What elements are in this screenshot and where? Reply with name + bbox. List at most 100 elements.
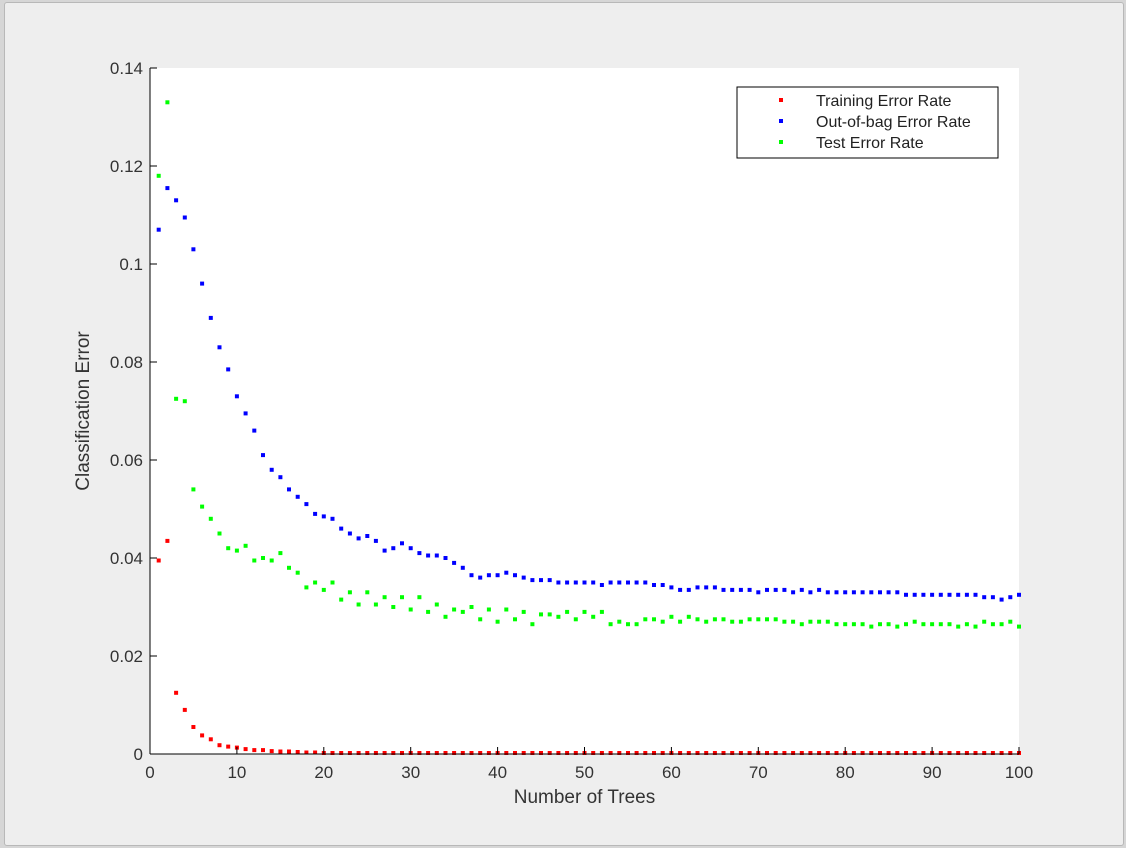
legend-marker-series-2 [779,140,783,144]
x-tick-label: 70 [749,763,768,782]
y-axis-title: Classification Error [73,331,94,491]
data-point-series-0 [634,751,639,755]
data-point-series-0 [695,751,700,755]
data-point-series-1 [791,590,796,595]
legend-marker-series-0 [779,98,783,102]
data-point-series-0 [860,751,865,755]
data-point-series-0 [504,751,509,755]
data-point-series-0 [626,751,630,755]
data-point-series-1 [834,590,839,595]
data-point-series-1 [460,565,465,570]
data-point-series-0 [747,751,752,755]
data-point-series-0 [452,751,457,755]
data-point-series-1 [599,583,604,587]
data-point-series-1 [869,590,874,595]
data-point-series-2 [747,617,752,622]
data-point-series-1 [234,394,239,399]
data-point-series-1 [400,541,404,546]
data-point-series-2 [573,617,578,622]
data-point-series-2 [834,622,839,627]
data-point-series-1 [999,597,1004,602]
data-point-series-1 [504,570,509,575]
x-tick-label: 50 [575,763,594,782]
data-point-series-2 [608,622,613,627]
data-point-series-1 [208,315,213,320]
data-point-series-0 [565,751,570,755]
data-point-series-2 [486,607,491,612]
data-marks [156,100,1021,755]
data-point-series-2 [1017,624,1021,629]
data-point-series-1 [964,592,969,597]
data-point-series-2 [252,558,257,563]
data-point-series-0 [556,751,561,755]
data-point-series-0 [999,751,1004,755]
y-tick-label: 0.06 [110,451,143,470]
data-point-series-2 [895,624,900,629]
data-point-series-0 [261,748,265,753]
y-tick-label: 0.12 [110,157,143,176]
data-point-series-2 [695,617,700,622]
data-point-series-0 [652,751,656,755]
data-point-series-0 [469,751,474,755]
data-point-series-0 [226,744,231,749]
data-point-series-1 [556,580,561,585]
data-point-series-0 [417,751,422,755]
data-point-series-2 [773,617,778,622]
data-point-series-0 [365,751,370,755]
data-point-series-1 [226,367,231,372]
data-point-series-2 [591,614,596,619]
data-point-series-1 [617,580,622,585]
data-point-series-0 [373,751,378,755]
data-point-series-2 [626,622,630,627]
data-point-series-1 [156,227,161,232]
data-point-series-1 [330,516,335,521]
data-point-series-0 [947,751,952,755]
data-point-series-1 [174,198,179,203]
data-point-series-1 [938,592,943,597]
data-point-series-2 [165,100,170,105]
data-point-series-2 [930,622,935,627]
data-point-series-0 [521,751,526,755]
x-tick-label: 20 [314,763,333,782]
data-point-series-0 [391,751,396,755]
data-point-series-2 [217,531,222,536]
data-point-series-1 [165,186,170,191]
data-point-series-0 [851,751,856,755]
data-point-series-1 [990,595,995,600]
data-point-series-1 [860,590,865,595]
data-point-series-2 [191,487,196,492]
data-point-series-0 [382,751,387,755]
data-point-series-2 [391,605,396,609]
x-tick-label: 60 [662,763,681,782]
data-point-series-0 [773,751,778,755]
data-point-series-0 [608,751,613,755]
data-point-series-2 [617,619,622,624]
data-point-series-1 [547,578,552,583]
legend-label-series-2: Test Error Rate [816,135,924,152]
x-tick-label: 40 [488,763,507,782]
data-point-series-1 [799,587,804,592]
data-point-series-2 [652,617,656,622]
y-tick-label: 0.08 [110,353,143,372]
data-point-series-1 [478,575,483,580]
data-point-series-0 [712,751,717,755]
data-point-series-2 [973,624,978,629]
x-axis-title: Number of Trees [514,787,656,808]
data-point-series-1 [765,587,769,592]
axes: 0 10 20 30 40 50 60 70 80 90 100 0 0.02 0.04 0.06 0.08 0… [110,59,1033,782]
data-point-series-0 [990,751,995,755]
data-point-series-2 [373,602,378,607]
data-point-series-0 [426,751,431,755]
data-point-series-0 [886,751,891,755]
data-point-series-0 [721,751,726,755]
data-point-series-0 [243,747,248,752]
legend-marker-series-1 [779,119,783,123]
data-point-series-1 [817,587,822,592]
data-point-series-2 [356,602,361,607]
y-tick-label: 0.04 [110,549,143,568]
data-point-series-2 [990,622,995,627]
data-point-series-1 [652,583,656,587]
data-point-series-1 [261,453,265,458]
data-point-series-1 [878,590,882,595]
data-point-series-0 [182,707,187,712]
